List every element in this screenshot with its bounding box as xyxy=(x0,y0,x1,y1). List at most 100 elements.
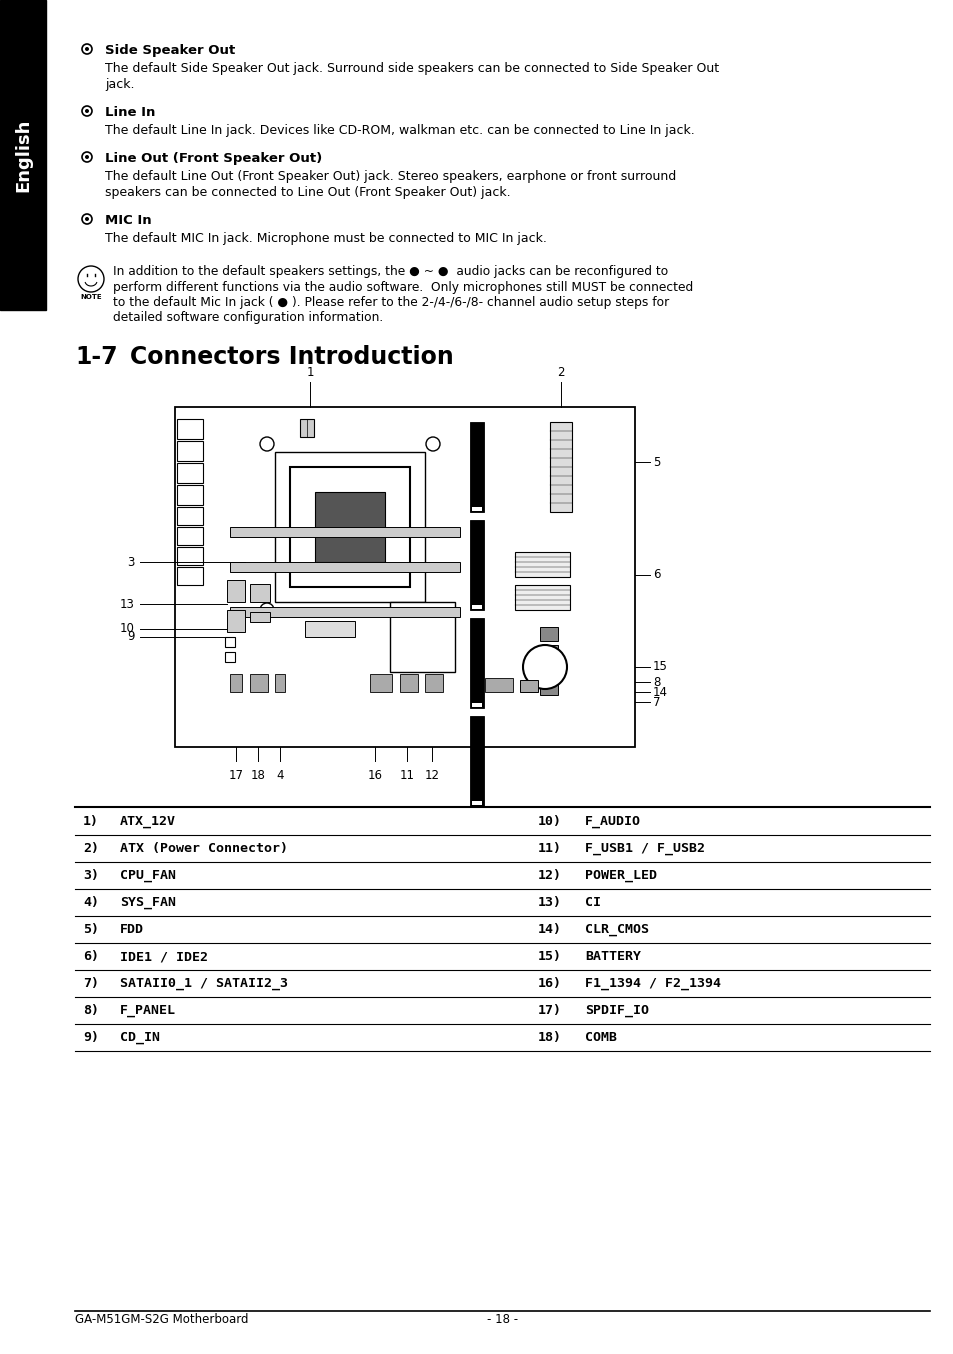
Text: In addition to the default speakers settings, the ● ~ ●  audio jacks can be reco: In addition to the default speakers sett… xyxy=(112,265,667,278)
Bar xyxy=(290,467,410,588)
Text: CI: CI xyxy=(584,896,600,909)
Text: The default Line Out (Front Speaker Out) jack. Stereo speakers, earphone or fron: The default Line Out (Front Speaker Out)… xyxy=(105,171,676,183)
Bar xyxy=(539,681,558,695)
Bar xyxy=(472,605,481,609)
Bar xyxy=(472,802,481,806)
Text: ATX (Power Connector): ATX (Power Connector) xyxy=(120,842,288,854)
Bar xyxy=(519,680,537,692)
Bar xyxy=(484,678,513,692)
Text: Line In: Line In xyxy=(105,106,155,119)
Text: F_AUDIO: F_AUDIO xyxy=(584,815,640,829)
Bar xyxy=(227,611,245,632)
Text: 4): 4) xyxy=(83,896,99,909)
Text: 10): 10) xyxy=(537,815,561,829)
Text: 12): 12) xyxy=(537,869,561,881)
Bar xyxy=(177,418,203,439)
Bar xyxy=(177,567,203,585)
Text: MIC In: MIC In xyxy=(105,214,152,227)
Bar xyxy=(515,585,569,611)
Bar xyxy=(177,506,203,525)
Text: 1-7: 1-7 xyxy=(75,345,117,370)
Text: 1: 1 xyxy=(306,366,314,379)
Text: English: English xyxy=(14,118,32,192)
Bar xyxy=(470,716,483,806)
Text: 14: 14 xyxy=(652,685,667,699)
Text: 13): 13) xyxy=(537,896,561,909)
Bar xyxy=(0,0,46,310)
Text: 7: 7 xyxy=(652,696,659,708)
Circle shape xyxy=(85,217,89,221)
Bar xyxy=(470,520,483,611)
Text: 8): 8) xyxy=(83,1005,99,1017)
Bar xyxy=(250,584,270,603)
Bar xyxy=(550,422,572,512)
Text: CLR_CMOS: CLR_CMOS xyxy=(584,923,648,936)
Text: POWER_LED: POWER_LED xyxy=(584,869,657,881)
Bar xyxy=(314,492,385,562)
Text: Side Speaker Out: Side Speaker Out xyxy=(105,43,235,57)
Text: perform different functions via the audio software.  Only microphones still MUST: perform different functions via the audi… xyxy=(112,280,693,294)
Bar xyxy=(539,663,558,677)
Text: 2: 2 xyxy=(557,366,564,379)
Text: 5: 5 xyxy=(652,455,659,468)
Text: NOTE: NOTE xyxy=(80,294,102,301)
Bar xyxy=(230,562,459,571)
Text: 6: 6 xyxy=(652,569,659,581)
Text: 15: 15 xyxy=(652,661,667,673)
Text: 10: 10 xyxy=(120,623,135,635)
Bar xyxy=(515,552,569,577)
Bar xyxy=(299,418,314,437)
Text: CPU_FAN: CPU_FAN xyxy=(120,869,175,881)
Bar xyxy=(177,527,203,546)
Bar xyxy=(399,674,417,692)
Bar xyxy=(250,674,268,692)
Text: 16): 16) xyxy=(537,978,561,990)
Text: Connectors Introduction: Connectors Introduction xyxy=(130,345,454,370)
Text: SPDIF_IO: SPDIF_IO xyxy=(584,1005,648,1017)
Text: 13: 13 xyxy=(120,597,135,611)
Bar xyxy=(174,408,635,747)
Text: The default Side Speaker Out jack. Surround side speakers can be connected to Si: The default Side Speaker Out jack. Surro… xyxy=(105,62,719,74)
Text: detailed software configuration information.: detailed software configuration informat… xyxy=(112,311,383,325)
Text: 1): 1) xyxy=(83,815,99,829)
Text: 16: 16 xyxy=(367,769,382,783)
Text: The default MIC In jack. Microphone must be connected to MIC In jack.: The default MIC In jack. Microphone must… xyxy=(105,232,546,245)
Bar xyxy=(274,674,285,692)
Text: 8: 8 xyxy=(652,676,659,688)
Text: COMB: COMB xyxy=(584,1030,617,1044)
Circle shape xyxy=(85,110,89,112)
Bar xyxy=(177,441,203,460)
Bar xyxy=(225,653,234,662)
Text: 5): 5) xyxy=(83,923,99,936)
Text: 3): 3) xyxy=(83,869,99,881)
Bar xyxy=(250,612,270,621)
Bar xyxy=(274,452,424,603)
Bar xyxy=(227,580,245,603)
Text: SATAII0_1 / SATAII2_3: SATAII0_1 / SATAII2_3 xyxy=(120,978,288,990)
Text: 7): 7) xyxy=(83,978,99,990)
Text: 14): 14) xyxy=(537,923,561,936)
Text: F1_1394 / F2_1394: F1_1394 / F2_1394 xyxy=(584,978,720,990)
Text: 4: 4 xyxy=(276,769,283,783)
Text: 9): 9) xyxy=(83,1030,99,1044)
Text: 18: 18 xyxy=(251,769,265,783)
Text: 18): 18) xyxy=(537,1030,561,1044)
Text: SYS_FAN: SYS_FAN xyxy=(120,896,175,909)
Text: 15): 15) xyxy=(537,951,561,963)
Text: BATTERY: BATTERY xyxy=(584,951,640,963)
Text: F_PANEL: F_PANEL xyxy=(120,1005,175,1017)
Text: F_USB1 / F_USB2: F_USB1 / F_USB2 xyxy=(584,842,704,854)
Bar xyxy=(424,674,442,692)
Circle shape xyxy=(522,645,566,689)
Bar xyxy=(225,636,234,647)
Text: 11): 11) xyxy=(537,842,561,854)
Bar xyxy=(539,645,558,659)
Bar xyxy=(470,617,483,708)
Text: 2): 2) xyxy=(83,842,99,854)
Circle shape xyxy=(85,47,89,51)
Circle shape xyxy=(85,154,89,158)
Bar xyxy=(370,674,392,692)
Bar xyxy=(230,527,459,538)
Bar xyxy=(230,674,242,692)
Text: - 18 -: - 18 - xyxy=(486,1313,517,1326)
